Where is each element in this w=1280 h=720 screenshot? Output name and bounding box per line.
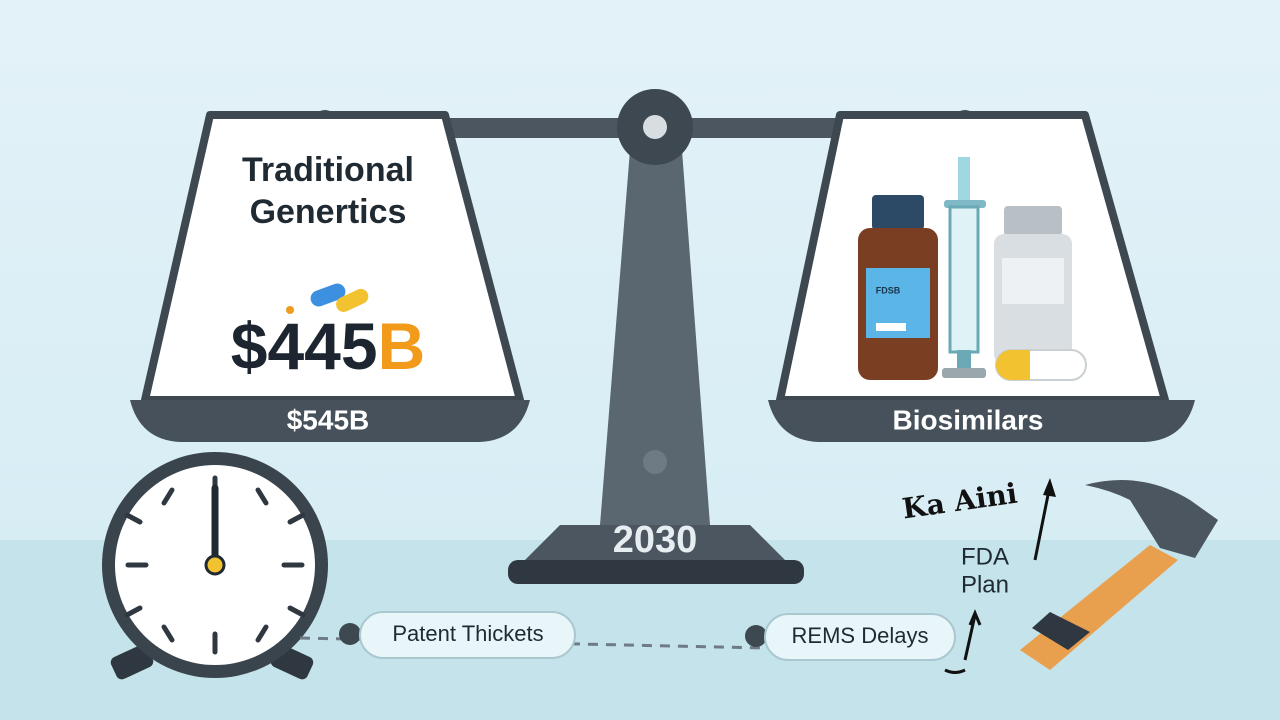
tag-label: Patent Thickets (392, 621, 543, 646)
value-main: $445 (231, 309, 378, 383)
pill-icon (336, 288, 369, 312)
tag (764, 613, 956, 661)
tag-dot (745, 625, 767, 647)
note-label: FDA (961, 543, 1009, 570)
pan-value: $445B (231, 309, 426, 383)
syringe-tip (957, 350, 971, 370)
syringe-plunger (958, 157, 970, 207)
arrowhead (1043, 478, 1056, 497)
capsule-half (996, 350, 1030, 380)
dish-label: $545B (287, 404, 370, 435)
pillar (600, 150, 710, 525)
tag-dot (339, 623, 361, 645)
dish-label: Biosimilars (893, 404, 1044, 435)
pivot-pin (643, 115, 667, 139)
tag (359, 611, 576, 659)
bottle-cap (872, 195, 924, 230)
arrow (963, 609, 982, 661)
dot (286, 306, 294, 314)
pan-title: Genertics (250, 193, 407, 231)
pillar-dot (643, 450, 667, 474)
bottle-stripe (876, 323, 906, 331)
bottle-cap (1004, 206, 1062, 236)
pill-icon (310, 283, 346, 307)
tag-label: REMS Delays (792, 623, 929, 648)
value-suffix: B (378, 309, 426, 383)
clock-foot (110, 644, 154, 680)
bottle-text: FDSB (876, 285, 901, 295)
left-dish (130, 400, 530, 442)
clock-center (204, 554, 226, 576)
base-label: 2030 (613, 519, 698, 561)
pan-title: Traditional (242, 151, 414, 189)
scribble-mark (944, 668, 966, 674)
syringe-base (942, 368, 986, 378)
note-label: Plan (961, 571, 1009, 598)
base (520, 525, 790, 565)
hammer-grip (1032, 612, 1090, 650)
base-foot (508, 560, 804, 584)
syringe-barrel (948, 205, 980, 354)
bottle-label (1002, 258, 1064, 304)
right-dish (768, 400, 1195, 442)
hammer-head (1085, 480, 1218, 558)
arrow (1033, 484, 1052, 561)
